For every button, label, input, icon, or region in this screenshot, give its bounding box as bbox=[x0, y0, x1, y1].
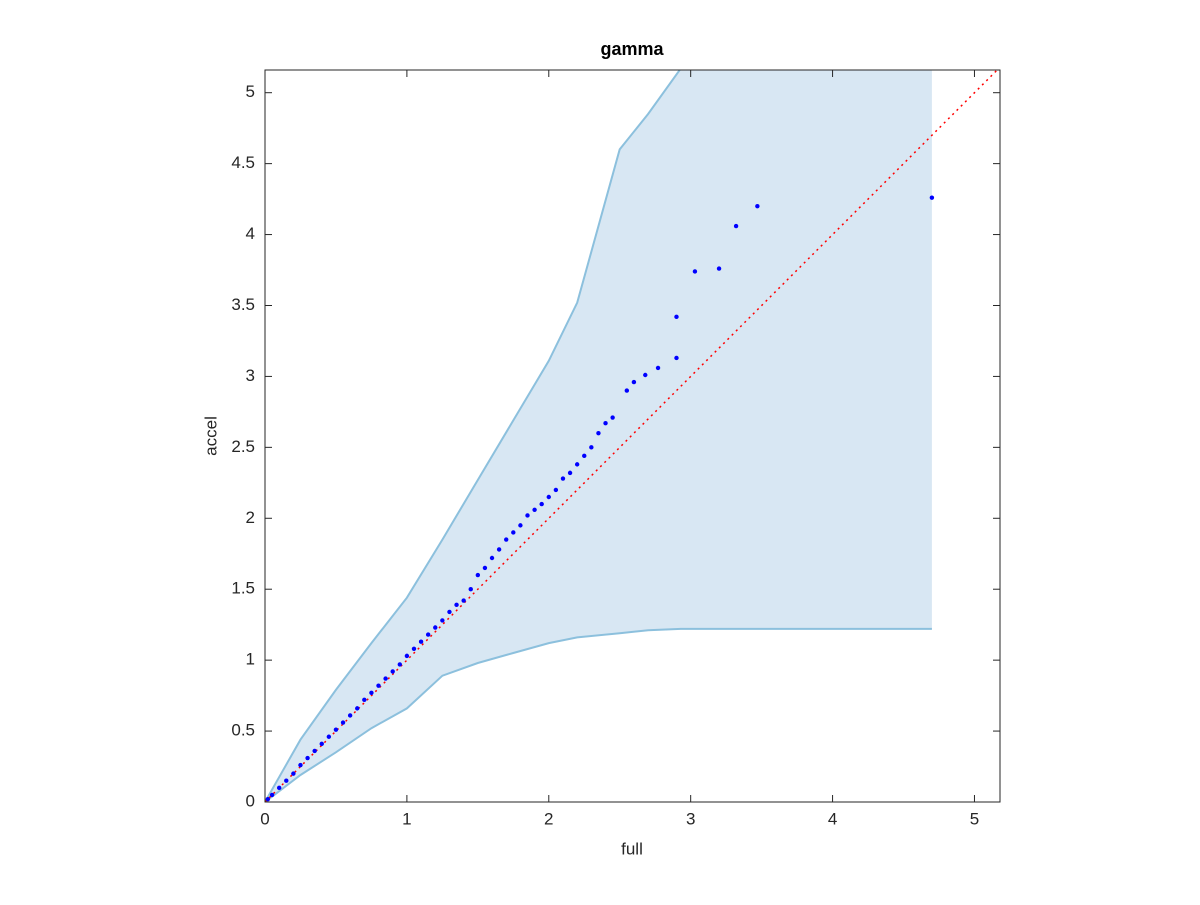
point bbox=[929, 195, 935, 200]
y-tick-label: 3.5 bbox=[231, 295, 255, 314]
point bbox=[425, 632, 431, 637]
x-axis-label: full bbox=[621, 839, 643, 858]
point bbox=[461, 598, 466, 603]
point bbox=[475, 572, 481, 578]
point bbox=[265, 796, 271, 802]
point bbox=[440, 618, 445, 623]
point bbox=[624, 388, 630, 393]
y-tick-label: 3 bbox=[246, 366, 255, 385]
point bbox=[643, 372, 648, 378]
point bbox=[347, 713, 353, 718]
point bbox=[574, 462, 580, 467]
point bbox=[610, 415, 615, 420]
point bbox=[291, 771, 296, 776]
point bbox=[674, 355, 679, 361]
x-tick-label: 5 bbox=[970, 809, 979, 828]
point bbox=[589, 445, 594, 450]
point bbox=[546, 494, 551, 500]
point bbox=[482, 565, 488, 571]
point bbox=[355, 706, 360, 711]
point bbox=[518, 523, 523, 528]
point bbox=[489, 555, 495, 561]
y-tick-label: 0 bbox=[246, 791, 255, 810]
point bbox=[454, 602, 459, 608]
point bbox=[511, 530, 516, 535]
band-upper bbox=[265, 70, 681, 802]
point bbox=[596, 430, 601, 436]
point bbox=[539, 501, 544, 507]
y-tick-label: 4 bbox=[246, 224, 255, 243]
point bbox=[312, 748, 317, 754]
point bbox=[674, 314, 679, 320]
y-tick-label: 2.5 bbox=[231, 437, 255, 456]
x-tick-label: 3 bbox=[686, 809, 695, 828]
point bbox=[340, 720, 346, 725]
point bbox=[383, 676, 388, 681]
point bbox=[284, 778, 289, 783]
y-tick-label: 1 bbox=[246, 650, 255, 669]
point bbox=[603, 421, 608, 426]
point bbox=[362, 697, 367, 703]
axes: 0 1 2 3 4 5 0 0.5 1 1.5 2 2.5 3 3.5 4 4.5 5 bbox=[231, 69, 1001, 828]
point bbox=[397, 662, 402, 667]
point bbox=[369, 690, 374, 695]
point bbox=[755, 203, 760, 209]
point bbox=[582, 453, 587, 459]
point bbox=[553, 487, 559, 493]
confidence-band bbox=[265, 70, 932, 802]
x-tick-label: 4 bbox=[828, 809, 837, 828]
point bbox=[333, 727, 339, 732]
y-tick-label: 0.5 bbox=[231, 721, 255, 740]
point bbox=[655, 365, 661, 371]
point bbox=[733, 223, 739, 229]
point bbox=[376, 683, 381, 688]
plot-area bbox=[265, 70, 999, 802]
y-tick-label: 1.5 bbox=[231, 579, 255, 598]
point bbox=[567, 470, 573, 476]
point bbox=[305, 755, 310, 761]
chart-title: gamma bbox=[600, 39, 664, 59]
point bbox=[716, 266, 722, 271]
point bbox=[411, 646, 417, 651]
point bbox=[560, 476, 566, 481]
point bbox=[319, 741, 324, 747]
y-tick-label: 5 bbox=[246, 82, 255, 101]
point bbox=[447, 609, 452, 615]
point bbox=[468, 587, 473, 592]
y-tick-label: 4.5 bbox=[231, 153, 255, 172]
point bbox=[298, 762, 303, 768]
point bbox=[276, 785, 282, 791]
point bbox=[418, 639, 424, 644]
y-tick-label: 2 bbox=[246, 508, 255, 527]
point bbox=[269, 792, 275, 798]
point bbox=[404, 653, 410, 659]
point bbox=[496, 547, 502, 552]
x-tick-label: 0 bbox=[260, 809, 269, 828]
x-tick-label: 2 bbox=[544, 809, 553, 828]
point bbox=[525, 513, 530, 518]
band-lower bbox=[265, 627, 932, 802]
y-axis-label: accel bbox=[201, 416, 220, 456]
point bbox=[631, 379, 637, 385]
point bbox=[532, 507, 537, 512]
axes-box bbox=[264, 69, 1001, 803]
point bbox=[433, 625, 438, 630]
point bbox=[326, 734, 332, 739]
point bbox=[390, 669, 395, 674]
x-tick-label: 1 bbox=[402, 809, 411, 828]
point bbox=[692, 269, 698, 274]
point bbox=[504, 537, 509, 542]
